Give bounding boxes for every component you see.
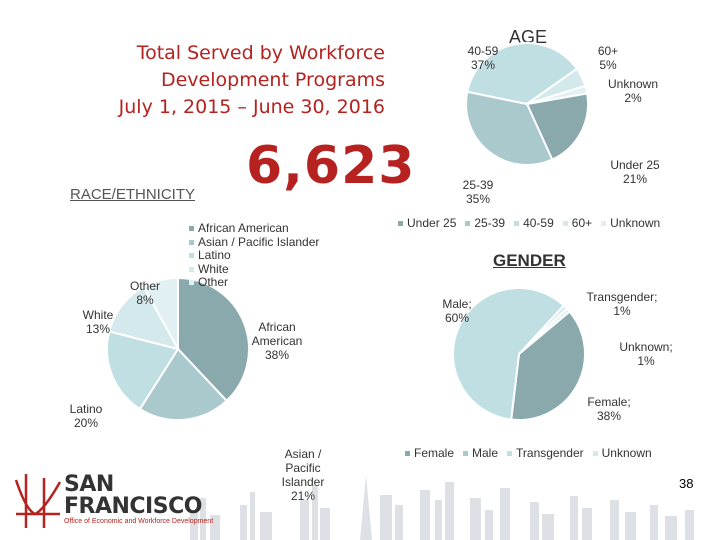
age-slice-40-59 — [466, 42, 579, 106]
race-label-other: Other 8% — [129, 279, 160, 307]
city-skyline-image — [190, 475, 694, 540]
age-legend: Under 25 25-39 40-59 60+ Unknown — [398, 216, 660, 230]
age-slice-25-39 — [465, 90, 554, 166]
legend-swatch — [562, 220, 568, 226]
age-legend-item: 25-39 — [465, 216, 505, 230]
legend-label: Unknown — [601, 446, 652, 460]
page-number: 38 — [679, 476, 694, 491]
gender-legend: Female Male Transgender Unknown — [405, 446, 652, 460]
gender-legend-item: Unknown — [592, 446, 652, 460]
legend-label: Under 25 — [407, 216, 457, 230]
race-label-asian-pacific: Asian / Pacific Islander 21% — [281, 447, 325, 503]
title-line-3: July 1, 2015 – June 30, 2016 — [118, 96, 385, 118]
legend-swatch — [592, 450, 598, 456]
logo-line-2: FRANCISCO — [64, 494, 202, 519]
legend-label: 25-39 — [474, 216, 506, 230]
gender-label-female: Female; 38% — [587, 395, 631, 423]
age-slice-unknown — [526, 84, 589, 105]
gender-slice-female — [510, 310, 586, 421]
legend-swatch — [507, 450, 513, 456]
age-label-40-59: 40-59 37% — [467, 44, 499, 72]
race-label-african-american: African American 38% — [251, 320, 303, 362]
age-label-unknown: Unknown 2% — [607, 77, 659, 105]
legend-label: Unknown — [610, 216, 661, 230]
legend-label: 60+ — [571, 216, 593, 230]
age-chart-title: AGE — [509, 27, 548, 47]
gender-label-transgender: Transgender; 1% — [586, 290, 658, 318]
legend-label: Female — [414, 446, 455, 460]
legend-swatch — [189, 280, 194, 286]
race-legend-item: Asian / Pacific Islander — [189, 234, 320, 250]
age-label-25-39: 25-39 35% — [462, 178, 494, 206]
gender-label-male: Male; 60% — [442, 297, 472, 325]
gender-label-unknown: Unknown; 1% — [619, 340, 673, 368]
race-legend-item: African American — [189, 221, 319, 236]
total-served-value: 6,623 — [246, 136, 416, 196]
gender-chart-title: GENDER — [493, 251, 566, 270]
race-label-white: White 13% — [82, 308, 114, 336]
title-line-2: Development Programs — [160, 69, 385, 91]
sf-bridge-logo-icon — [14, 474, 62, 528]
race-slice-african-american — [177, 276, 250, 403]
age-label-60plus: 60+ 5% — [597, 44, 619, 72]
legend-swatch — [189, 239, 194, 245]
logo-subtitle: Office of Economic and Workforce Develop… — [64, 518, 214, 525]
age-legend-item: 60+ — [562, 216, 593, 230]
age-slice-under-25 — [525, 92, 589, 161]
legend-swatch — [463, 450, 469, 456]
race-slice-other — [142, 276, 179, 350]
legend-swatch — [514, 220, 520, 226]
gender-legend-item: Female — [405, 446, 454, 460]
legend-swatch — [189, 226, 194, 232]
legend-swatch — [398, 220, 403, 226]
race-label-latino: Latino 20% — [69, 402, 103, 430]
legend-label: Latino — [198, 248, 231, 262]
legend-label: 40-59 — [523, 216, 554, 230]
legend-label: Other — [198, 275, 229, 289]
race-legend-item: White — [189, 261, 319, 277]
age-label-under-25: Under 25 21% — [610, 158, 660, 186]
race-legend: African American Asian / Pacific Islande… — [189, 221, 320, 290]
race-legend-item: Other — [189, 275, 319, 290]
age-legend-item: Under 25 — [398, 216, 456, 230]
gender-slice-unknown — [518, 307, 571, 355]
race-slice-asian-pacific-islander — [138, 347, 229, 421]
logo-line-1: SAN — [64, 472, 114, 497]
legend-label: Asian / Pacific Islander — [198, 234, 320, 249]
age-legend-item: Unknown — [601, 216, 660, 230]
legend-label: Male — [472, 446, 499, 460]
gender-legend-item: Male — [463, 446, 498, 460]
legend-label: Transgender — [516, 446, 584, 460]
legend-swatch — [189, 253, 194, 259]
logo-text: SAN FRANCISCO — [64, 474, 202, 518]
legend-swatch — [465, 220, 471, 226]
legend-label: White — [198, 261, 229, 276]
legend-swatch — [601, 220, 607, 226]
legend-label: African American — [198, 221, 289, 235]
page-title: Total Served by Workforce Development Pr… — [45, 40, 385, 121]
legend-swatch — [405, 450, 410, 456]
race-legend-item: Latino — [189, 248, 319, 263]
race-slice-white — [108, 285, 180, 351]
gender-slice-male — [452, 287, 566, 421]
title-line-1: Total Served by Workforce — [136, 42, 385, 64]
race-slice-latino — [106, 330, 180, 411]
gender-legend-item: Transgender — [507, 446, 584, 460]
age-legend-item: 40-59 — [514, 216, 554, 230]
legend-swatch — [189, 266, 194, 272]
race-chart-title: RACE/ETHNICITY — [70, 186, 196, 203]
